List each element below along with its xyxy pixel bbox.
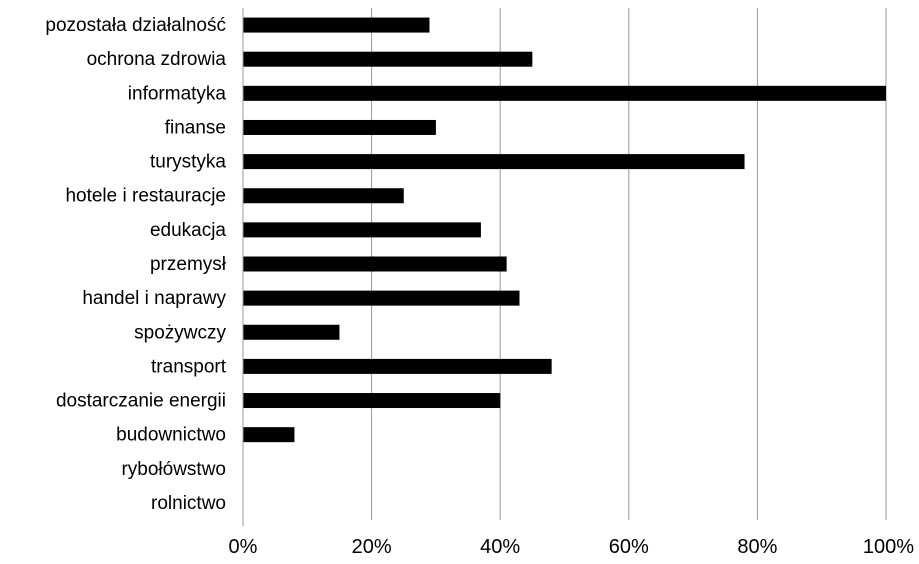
category-label: rybołówstwo — [121, 459, 226, 480]
category-label: handel i naprawy — [82, 288, 226, 309]
category-label: rolnictwo — [151, 493, 226, 514]
bars — [243, 17, 886, 443]
x-tick-label: 40% — [480, 536, 520, 558]
bar — [243, 290, 520, 306]
bar — [243, 85, 886, 101]
category-labels: pozostała działalność ochrona zdrowia info… — [45, 15, 226, 514]
category-label: ochrona zdrowia — [87, 49, 227, 70]
category-label: budownictwo — [116, 425, 226, 446]
category-label: edukacja — [150, 220, 226, 241]
bar — [243, 119, 436, 135]
x-tick-labels: 0% 20% 40% 60% 80% 100% — [229, 536, 915, 558]
category-label: informatyka — [128, 83, 227, 104]
category-label: hotele i restauracje — [65, 186, 226, 207]
bar — [243, 256, 507, 272]
bar — [243, 324, 340, 340]
category-label: spożywczy — [134, 322, 226, 343]
x-tick-label: 60% — [609, 536, 649, 558]
category-label: turystyka — [150, 152, 226, 173]
bar — [243, 393, 501, 409]
bar — [243, 154, 745, 170]
bar — [243, 222, 481, 238]
category-label: transport — [151, 356, 227, 377]
category-label: przemysł — [150, 254, 227, 275]
bar — [243, 188, 404, 204]
x-tick-label: 100% — [863, 536, 914, 558]
bar — [243, 358, 552, 374]
x-tick-label: 80% — [737, 536, 777, 558]
bar — [243, 427, 295, 443]
x-tick-label: 0% — [229, 536, 258, 558]
bar — [243, 17, 430, 33]
x-tick-label: 20% — [352, 536, 392, 558]
category-label: pozostała działalność — [45, 15, 226, 36]
category-label: finanse — [165, 117, 226, 138]
bar — [243, 51, 533, 67]
category-label: dostarczanie energii — [56, 391, 226, 412]
